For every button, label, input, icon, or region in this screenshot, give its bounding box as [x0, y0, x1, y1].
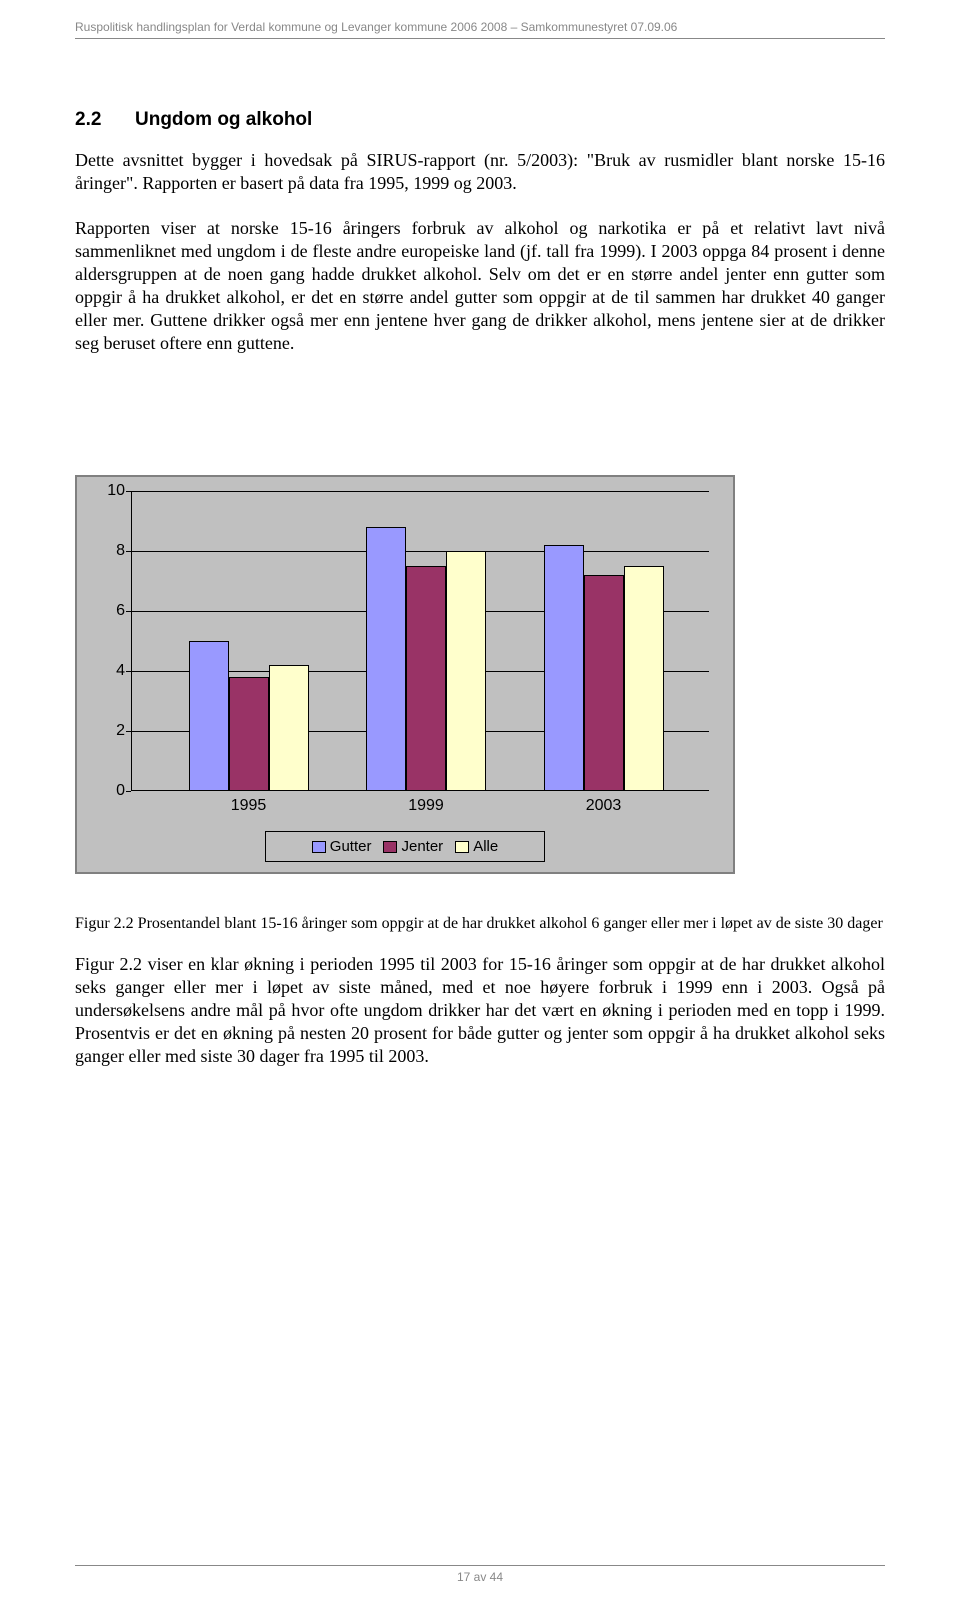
- y-tick-label: 10: [107, 482, 125, 500]
- bar: [446, 551, 486, 791]
- legend-swatch: [455, 841, 469, 853]
- paragraph-1: Dette avsnittet bygger i hovedsak på SIR…: [75, 149, 885, 195]
- x-tick-label: 1999: [408, 797, 444, 815]
- legend-label: Gutter: [330, 838, 372, 855]
- bar: [366, 527, 406, 791]
- page-number: 17 av 44: [75, 1565, 885, 1584]
- x-tick-label: 2003: [586, 797, 622, 815]
- y-tick-label: 0: [116, 782, 125, 800]
- bar-chart: 0246810 199519992003 GutterJenterAlle: [75, 475, 735, 874]
- y-tick-label: 6: [116, 602, 125, 620]
- y-tick-label: 2: [116, 722, 125, 740]
- bar: [229, 677, 269, 791]
- legend-label: Alle: [473, 838, 498, 855]
- section-title: Ungdom og alkohol: [135, 109, 312, 130]
- y-axis: 0246810: [91, 491, 131, 791]
- y-tick-label: 8: [116, 542, 125, 560]
- paragraph-3: Figur 2.2 viser en klar økning i periode…: [75, 953, 885, 1068]
- y-tick-label: 4: [116, 662, 125, 680]
- page-header: Ruspolitisk handlingsplan for Verdal kom…: [75, 20, 885, 39]
- bar: [544, 545, 584, 791]
- legend-item: Jenter: [383, 838, 443, 855]
- legend-label: Jenter: [401, 838, 443, 855]
- chart-bars: [131, 491, 709, 791]
- x-tick-label: 1995: [231, 797, 267, 815]
- page-footer: 17 av 44: [75, 1565, 885, 1584]
- x-axis-labels: 1995 1999 2003: [131, 791, 709, 821]
- section-number: 2.2: [75, 109, 135, 131]
- figure-caption: Figur 2.2 Prosentandel blant 15-16 åring…: [75, 914, 885, 935]
- bar: [624, 566, 664, 791]
- bar: [269, 665, 309, 791]
- chart-legend: Gutter Jenter Alle: [265, 831, 545, 862]
- bar: [406, 566, 446, 791]
- bar: [584, 575, 624, 791]
- bar-group: [544, 545, 664, 791]
- legend-swatch: [383, 841, 397, 853]
- legend-item: Gutter: [312, 838, 372, 855]
- bar: [189, 641, 229, 791]
- legend-item: Alle: [455, 838, 498, 855]
- legend-swatch: [312, 841, 326, 853]
- chart-plot-area: 0246810: [131, 491, 709, 791]
- bar-group: [366, 527, 486, 791]
- paragraph-2: Rapporten viser at norske 15-16 åringers…: [75, 217, 885, 355]
- bar-group: [189, 641, 309, 791]
- section-heading: 2.2Ungdom og alkohol: [75, 109, 885, 131]
